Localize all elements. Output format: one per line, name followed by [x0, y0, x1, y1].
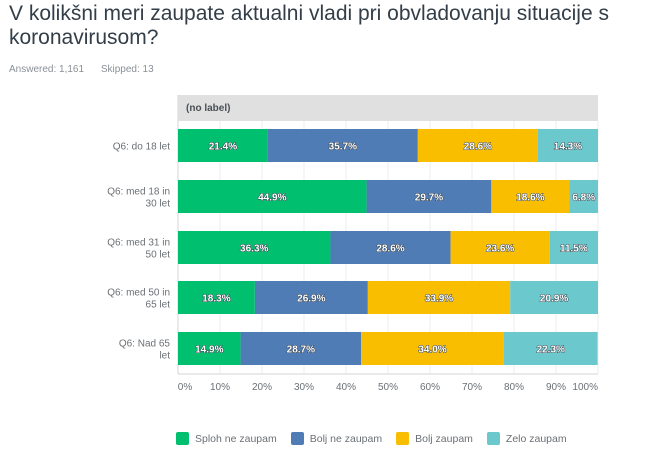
data-label: 35.7%	[329, 142, 357, 153]
x-tick-label: 50%	[378, 382, 398, 393]
legend-label: Bolj ne zaupam	[309, 432, 383, 445]
legend-swatch	[396, 432, 410, 445]
x-tick-label: 80%	[504, 382, 524, 393]
bar-segment[interactable]	[450, 231, 550, 264]
group-header-label: (no label)	[186, 103, 230, 114]
bar-segment[interactable]	[503, 332, 598, 365]
legend-item[interactable]: Bolj ne zaupam	[290, 432, 383, 445]
x-tick-label: 10%	[210, 382, 230, 393]
data-label: 44.9%	[258, 193, 286, 204]
bar-segment[interactable]	[367, 281, 511, 314]
legend: Sploh ne zaupam Bolj ne zaupam Bolj zaupam…	[176, 432, 567, 445]
x-tick-label: 0%	[178, 382, 193, 393]
bar-segment[interactable]	[361, 332, 504, 365]
category-label: Q6: med 50 in	[107, 288, 170, 299]
bar-segment[interactable]	[178, 129, 268, 162]
data-label: 11.5%	[560, 244, 588, 255]
bar-segment[interactable]	[417, 129, 538, 162]
data-label: 36.3%	[240, 244, 268, 255]
bars: 21.4% 35.7% 28.6% 14.3% 44.9% 29.7% 18.6% 6.8% 3…	[178, 129, 598, 365]
data-label: 28.7%	[287, 345, 315, 356]
x-tick-label: 40%	[336, 382, 356, 393]
bar-segment[interactable]	[240, 332, 362, 365]
bar-segment[interactable]	[178, 281, 255, 314]
data-label: 14.3%	[554, 142, 582, 153]
legend-item[interactable]: Bolj zaupam	[396, 432, 473, 445]
category-label: 65 let	[146, 300, 171, 311]
x-tick-label: 60%	[420, 382, 440, 393]
data-label: 18.3%	[202, 294, 230, 305]
skipped-count: Skipped: 13	[100, 64, 154, 75]
x-tick-label: 70%	[462, 382, 482, 393]
bar-segment[interactable]	[254, 281, 368, 314]
category-label: Q6: med 31 in	[107, 238, 170, 249]
data-label: 23.6%	[486, 244, 514, 255]
legend-swatch	[176, 432, 189, 445]
x-tick-label: 90%	[546, 382, 566, 393]
category-label: Q6: Nad 65	[119, 339, 171, 350]
bar-segment[interactable]	[366, 180, 492, 213]
data-label: 22.3%	[537, 345, 565, 356]
category-label: Q6: do 18 let	[113, 142, 170, 153]
answered-count: Answered: 1,161	[9, 64, 85, 75]
category-label: let	[159, 351, 170, 362]
bar-segment[interactable]	[178, 231, 331, 264]
data-label: 29.7%	[415, 193, 443, 204]
bar-segment[interactable]	[569, 180, 598, 213]
bar-segment[interactable]	[178, 332, 241, 365]
bar-segment[interactable]	[491, 180, 570, 213]
data-label: 28.6%	[376, 244, 404, 255]
legend-item[interactable]: Sploh ne zaupam	[176, 432, 277, 445]
category-label: 50 let	[146, 250, 171, 261]
x-tick-label: 30%	[294, 382, 314, 393]
data-label: 20.9%	[540, 294, 568, 305]
bar-segment[interactable]	[178, 180, 367, 213]
data-label: 6.8%	[572, 193, 595, 204]
bar-segment[interactable]	[510, 281, 598, 314]
data-label: 33.9%	[425, 294, 453, 305]
data-label: 26.9%	[297, 294, 325, 305]
data-label: 14.9%	[195, 345, 223, 356]
x-axis-ticks: 0% 10% 20% 30% 40% 50% 60% 70% 80% 90% 100%	[178, 382, 598, 393]
data-label: 34.0%	[418, 345, 446, 356]
question-title: V kolikšni meri zaupate aktualni vladi p…	[9, 2, 609, 49]
bar-segment[interactable]	[537, 129, 598, 162]
legend-label: Bolj zaupam	[415, 432, 473, 445]
bar-segment[interactable]	[330, 231, 451, 264]
legend-label: Zelo zaupam	[505, 432, 567, 445]
legend-swatch	[486, 432, 500, 445]
x-tick-label: 100%	[572, 382, 598, 393]
group-header-band	[178, 95, 598, 121]
bar-segment[interactable]	[267, 129, 418, 162]
legend-swatch	[290, 432, 304, 445]
legend-label: Sploh ne zaupam	[195, 432, 277, 445]
data-label: 18.6%	[516, 193, 544, 204]
x-tick-label: 20%	[252, 382, 272, 393]
category-label: 30 let	[146, 199, 171, 210]
response-stats: Answered: 1,161 Skipped: 13	[9, 64, 168, 75]
data-label: 21.4%	[209, 142, 237, 153]
bar-segment[interactable]	[549, 231, 598, 264]
legend-item[interactable]: Zelo zaupam	[486, 432, 567, 445]
category-label: Q6: med 18 in	[107, 187, 170, 198]
data-label: 28.6%	[464, 142, 492, 153]
